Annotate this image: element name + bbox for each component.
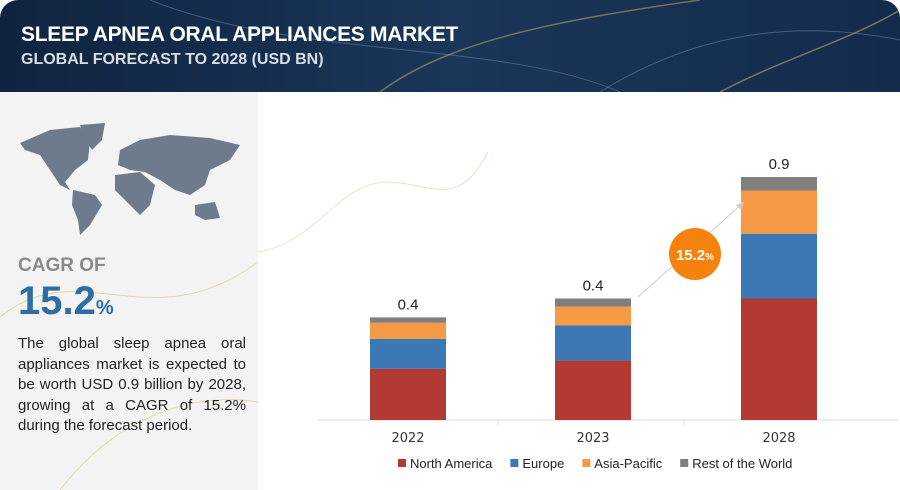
legend-item-rest-of-the-world: Rest of the World <box>692 456 792 471</box>
cagr-label: CAGR OF <box>18 255 106 276</box>
summary-panel: CAGR OF 15.2% The global sleep apnea ora… <box>0 92 258 490</box>
cagr-number: 15.2 <box>18 279 96 323</box>
cagr-value: 15.2% <box>18 280 114 329</box>
decorative-curve <box>0 261 258 490</box>
cagr-badge <box>669 228 721 280</box>
bar-segment-north-america-2022 <box>370 368 446 420</box>
bar-segment-north-america-2023 <box>555 360 631 420</box>
stacked-bar-chart: 0.4 2022 0.4 2023 0.9 2028 15.2% North America E… <box>258 151 898 471</box>
legend-swatch <box>680 459 689 467</box>
chart-subtitle: GLOBAL FORECAST TO 2028 (USD BN) <box>21 51 324 68</box>
world-map-icon <box>20 123 240 235</box>
legend-swatch <box>582 459 591 467</box>
bar-segment-europe-2028 <box>741 233 817 299</box>
category-label-2023: 2023 <box>576 431 609 446</box>
total-label-2023: 0.4 <box>583 278 604 295</box>
market-description: The global sleep apnea oral appliances m… <box>18 335 246 434</box>
decorative-light-streaks <box>149 0 900 92</box>
bar-segment-rest-of-the-world-2022 <box>370 317 446 323</box>
arrow-head-icon <box>736 202 744 210</box>
cagr-badge-text: 15.2% <box>676 247 714 264</box>
bar-segment-asia-pacific-2022 <box>370 322 446 339</box>
category-label-2022: 2022 <box>391 431 424 446</box>
bar-segment-asia-pacific-2023 <box>555 306 631 326</box>
legend-item-north-america: North America <box>410 456 493 471</box>
bar-segment-rest-of-the-world-2023 <box>555 298 631 307</box>
bar-segment-asia-pacific-2028 <box>741 190 817 234</box>
legend-item-europe: Europe <box>522 456 564 471</box>
chart-title: SLEEP APNEA ORAL APPLIANCES MARKET <box>21 23 459 46</box>
bar-segment-north-america-2028 <box>741 298 817 420</box>
total-label-2022: 0.4 <box>398 296 419 313</box>
cagr-unit: % <box>95 297 114 319</box>
bar-segment-rest-of-the-world-2028 <box>741 177 817 191</box>
total-label-2028: 0.9 <box>769 156 790 173</box>
legend-swatch <box>510 459 519 467</box>
category-label-2028: 2028 <box>762 431 795 446</box>
legend-swatch <box>398 459 406 467</box>
header-banner: SLEEP APNEA ORAL APPLIANCES MARKET GLOBA… <box>0 0 900 92</box>
bar-segment-europe-2023 <box>555 325 631 361</box>
bar-segment-europe-2022 <box>370 339 446 369</box>
legend-item-asia-pacific: Asia-Pacific <box>594 456 662 471</box>
decorative-curve <box>258 151 489 253</box>
